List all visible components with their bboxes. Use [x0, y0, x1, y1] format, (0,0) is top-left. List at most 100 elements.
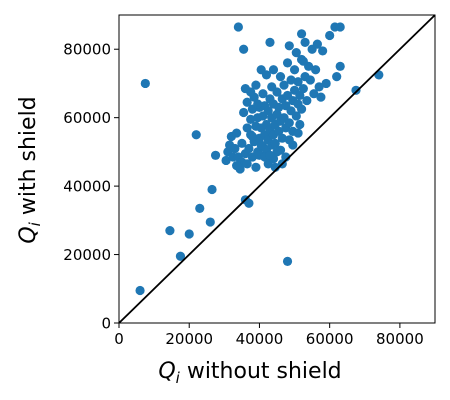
- data-point-2: [165, 226, 175, 236]
- data-point-99: [291, 111, 301, 121]
- x-axis-title-subscript: i: [176, 369, 181, 387]
- y-axis-ticks: 0 20000 40000 60000 80000: [63, 41, 119, 333]
- y-axis-title-text: with shield: [16, 96, 41, 222]
- data-point-36: [239, 107, 249, 118]
- data-point-132: [256, 140, 266, 150]
- x-axis-title-text: without shield: [180, 359, 342, 384]
- data-point-11: [239, 44, 249, 54]
- data-point-80: [274, 102, 284, 112]
- x-tick-label: 80000: [376, 330, 424, 348]
- data-point-129: [242, 159, 252, 169]
- x-tick-label: 0: [114, 330, 124, 348]
- data-point-5: [191, 130, 201, 140]
- data-point-114: [309, 89, 319, 99]
- x-axis-title-symbol: Q: [158, 359, 175, 384]
- data-point-0: [135, 285, 145, 296]
- data-point-9: [210, 150, 221, 160]
- data-point-48: [251, 80, 261, 90]
- data-point-16: [296, 29, 307, 39]
- data-point-42: [246, 114, 256, 124]
- data-point-22: [321, 78, 331, 89]
- data-point-4: [184, 229, 194, 239]
- y-tick-label: 60000: [63, 109, 111, 127]
- data-point-126: [284, 135, 294, 145]
- data-point-136: [253, 99, 263, 109]
- data-point-103: [295, 90, 305, 101]
- data-point-3: [175, 251, 186, 261]
- data-point-94: [286, 75, 296, 85]
- y-tick-label: 0: [101, 315, 111, 333]
- data-point-79: [274, 126, 284, 136]
- data-point-89: [282, 58, 293, 68]
- data-point-118: [316, 92, 326, 102]
- data-points: [135, 22, 384, 296]
- y-axis-title-symbol: Q: [16, 226, 41, 243]
- x-tick-label: 60000: [306, 330, 354, 348]
- x-tick-label: 20000: [165, 330, 213, 348]
- data-point-131: [247, 131, 258, 142]
- y-axis-title-subscript: i: [26, 221, 44, 226]
- data-point-7: [205, 217, 215, 227]
- data-point-104: [295, 119, 305, 130]
- data-point-17: [325, 30, 335, 41]
- data-point-105: [296, 104, 307, 114]
- y-tick-label: 40000: [63, 178, 111, 196]
- data-point-115: [311, 65, 321, 75]
- data-point-30: [230, 143, 240, 154]
- data-point-110: [302, 95, 312, 106]
- reference-line-y-equals-x: [118, 14, 436, 324]
- data-point-117: [314, 82, 324, 92]
- data-point-65: [263, 106, 273, 116]
- data-point-82: [275, 72, 286, 82]
- data-point-13: [244, 198, 254, 208]
- data-point-112: [305, 75, 315, 85]
- axes-border: [118, 14, 436, 324]
- data-point-25: [221, 155, 231, 166]
- data-point-74: [268, 65, 279, 75]
- data-point-83: [277, 133, 287, 143]
- data-point-58: [258, 89, 268, 99]
- data-point-19: [335, 22, 345, 32]
- data-point-86: [279, 80, 289, 90]
- data-point-100: [291, 48, 301, 58]
- data-point-116: [312, 39, 322, 49]
- data-point-38: [242, 123, 252, 133]
- data-point-92: [284, 41, 294, 51]
- data-point-8: [207, 184, 217, 195]
- data-point-102: [293, 77, 303, 87]
- data-point-109: [300, 37, 310, 47]
- data-point-24: [335, 61, 345, 71]
- data-point-23: [332, 72, 342, 82]
- data-point-35: [237, 138, 247, 148]
- data-point-134: [265, 150, 275, 160]
- data-point-15: [282, 256, 293, 266]
- data-point-20: [351, 85, 361, 95]
- y-tick-label: 20000: [63, 246, 111, 264]
- data-point-1: [140, 78, 150, 89]
- data-point-139: [298, 56, 308, 66]
- data-point-68: [265, 37, 275, 47]
- axes-frame: [118, 14, 436, 324]
- data-point-91: [284, 118, 294, 128]
- data-point-138: [240, 83, 250, 94]
- y-axis-title: Qi with shield: [16, 96, 44, 243]
- y-tick-label: 80000: [63, 41, 111, 59]
- data-point-76: [270, 138, 280, 148]
- data-point-40: [244, 143, 254, 154]
- data-point-78: [272, 87, 282, 97]
- x-tick-label: 40000: [236, 330, 284, 348]
- data-point-130: [232, 160, 242, 171]
- data-point-6: [195, 203, 205, 213]
- data-point-128: [251, 162, 261, 172]
- data-point-98: [289, 65, 300, 75]
- data-point-107: [298, 83, 308, 94]
- data-point-63: [261, 70, 272, 80]
- data-point-39: [242, 97, 252, 107]
- x-axis-ticks: 0 20000 40000 60000 80000: [114, 323, 424, 348]
- data-point-127: [272, 147, 282, 157]
- data-point-31: [232, 128, 242, 138]
- x-axis-title: Qi without shield: [158, 359, 341, 387]
- data-point-119: [318, 46, 328, 56]
- data-point-10: [233, 22, 243, 32]
